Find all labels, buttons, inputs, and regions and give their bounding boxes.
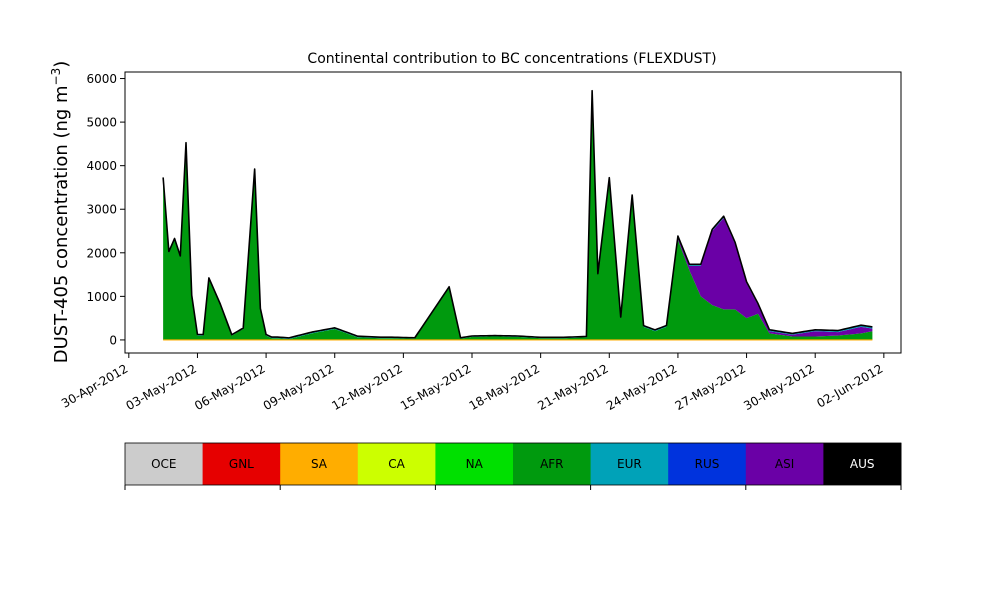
colorbar-label: NA	[466, 457, 484, 471]
chart-title: Continental contribution to BC concentra…	[307, 51, 716, 67]
colorbar-label: OCE	[151, 457, 176, 471]
colorbar-swatch-sa	[280, 443, 359, 485]
colorbar-label: AUS	[850, 457, 875, 471]
y-axis: 0 1000 2000 3000 4000 5000 6000	[86, 72, 125, 347]
y-tick-label: 4000	[86, 159, 117, 173]
y-tick-label: 3000	[86, 203, 117, 217]
colorbar-label: GNL	[229, 457, 254, 471]
y-tick-label: 2000	[86, 246, 117, 260]
x-tick-label: 21-May-2012	[535, 361, 610, 413]
y-axis-label: DUST-405 concentration (ng m−3)	[49, 61, 72, 364]
total-line	[162, 89, 873, 339]
colorbar-label: SA	[311, 457, 328, 471]
colorbar-label: AFR	[540, 457, 563, 471]
area-afr	[163, 91, 873, 340]
x-tick-label: 18-May-2012	[467, 361, 542, 413]
colorbar-label: ASI	[775, 457, 794, 471]
colorbar-swatch-eur	[590, 443, 669, 485]
x-tick-label: 30-Apr-2012	[59, 361, 130, 410]
colorbar-swatch-na	[435, 443, 514, 485]
plot-frame	[124, 71, 902, 354]
colorbar-swatch-aus	[823, 443, 902, 485]
colorbar-label: EUR	[617, 457, 642, 471]
y-tick-label: 6000	[86, 72, 117, 86]
x-tick-label: 12-May-2012	[329, 361, 404, 413]
x-tick-label: 15-May-2012	[398, 361, 473, 413]
y-tick-label: 0	[109, 333, 117, 347]
colorbar-swatch-ca	[357, 443, 436, 485]
x-tick-label: 24-May-2012	[604, 361, 679, 413]
x-tick-label: 02-Jun-2012	[814, 361, 885, 410]
colorbar-label: CA	[388, 457, 405, 471]
x-tick-label: 03-May-2012	[123, 361, 198, 413]
area-eur	[163, 90, 873, 340]
x-tick-label: 09-May-2012	[261, 361, 336, 413]
colorbar-swatch-asi	[745, 443, 824, 485]
y-tick-label: 5000	[86, 116, 117, 130]
x-tick-label: 06-May-2012	[192, 361, 267, 413]
colorbar: OCE GNL SA CA NA AFR EUR RUS ASI AUS	[124, 442, 902, 490]
x-axis: 30-Apr-201203-May-201206-May-201209-May-…	[59, 353, 885, 413]
colorbar-swatch-gnl	[202, 443, 281, 485]
colorbar-frame	[124, 442, 902, 486]
x-tick-label: 30-May-2012	[741, 361, 816, 413]
colorbar-swatch-rus	[668, 443, 747, 485]
colorbar-label: RUS	[695, 457, 720, 471]
y-tick-label: 1000	[86, 290, 117, 304]
x-tick-label: 27-May-2012	[673, 361, 748, 413]
colorbar-swatch-oce	[125, 443, 204, 485]
colorbar-swatch-afr	[513, 443, 592, 485]
plot-area	[162, 89, 873, 341]
area-asi	[163, 91, 873, 340]
